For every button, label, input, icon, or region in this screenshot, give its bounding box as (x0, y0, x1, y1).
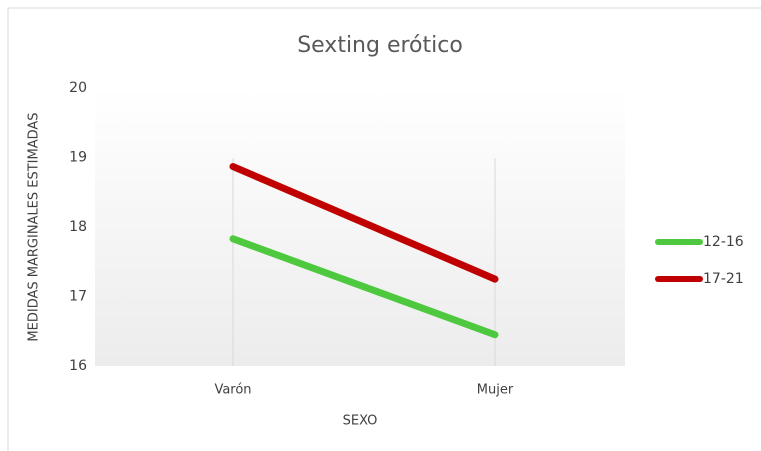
chart-title: Sexting erótico (297, 33, 463, 58)
y-tick-label: 17 (69, 289, 87, 305)
plot-area (95, 88, 625, 366)
y-tick-label: 18 (69, 219, 87, 235)
series-line (229, 235, 499, 339)
x-tick-label: Varón (214, 383, 251, 398)
y-axis-label: MEDIDAS MARGINALES ESTIMADAS (27, 112, 42, 341)
chart-border (7, 7, 761, 451)
x-tick-label: Mujer (477, 383, 514, 398)
y-tick-label: 19 (69, 150, 87, 166)
y-tick-label: 16 (69, 358, 87, 374)
y-tick-label: 20 (69, 80, 87, 96)
legend-label: 17-21 (703, 271, 744, 287)
legend-label: 12-16 (703, 234, 744, 250)
series-line (229, 163, 499, 283)
x-axis-label: SEXO (343, 414, 378, 429)
